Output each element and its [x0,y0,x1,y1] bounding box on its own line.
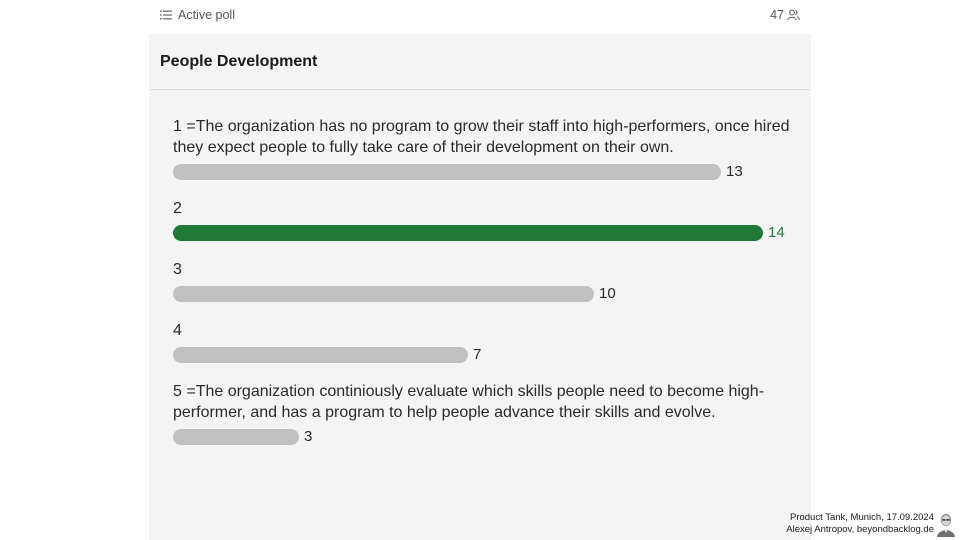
result-bar-row: 3 [173,428,793,446]
footer-event: Product Tank, Munich, 17.09.2024 [789,512,934,523]
poll-status: Active poll [160,8,235,22]
result-bar-row: 14 [173,224,793,242]
poll-title: People Development [160,52,318,70]
result-bar [173,225,763,241]
result-bar-track: 14 [173,224,785,241]
result-bar-track: 10 [173,285,763,302]
vote-count: 13 [726,163,743,180]
footer-credit: Product Tank, Munich, 17.09.2024 Alexej … [786,512,934,536]
result-bar [173,164,721,180]
vote-count: 7 [473,346,482,363]
result-bar [173,347,468,363]
participants-count: 47 [770,8,800,22]
vote-count: 10 [599,285,616,302]
poll-option-label: 5 =The organization continiously evaluat… [173,383,765,421]
result-bar-track: 13 [173,163,763,180]
avatar-icon [937,513,955,537]
poll-status-label: Active poll [178,8,235,22]
result-bar-track: 3 [173,428,763,445]
poll-status-bar: Active poll 47 [160,6,800,26]
result-bar [173,286,594,302]
result-bar-row: 10 [173,285,793,303]
result-bar [173,429,299,445]
poll-option-label: 2 [173,200,182,217]
poll-option: 3 10 [173,259,793,303]
footer-author: Alexej Antropov, beyondbacklog.de [786,524,934,535]
result-bar-track: 7 [173,346,763,363]
result-bar-row: 7 [173,346,793,364]
poll-header: People Development [149,34,811,90]
people-icon [787,9,800,21]
participants-number: 47 [770,8,784,22]
poll-option-label: 4 [173,322,182,339]
poll-option-label: 1 =The organization has no program to gr… [173,118,794,156]
poll-option: 5 =The organization continiously evaluat… [173,381,793,446]
vote-count: 3 [304,428,313,445]
result-bar-row: 13 [173,163,793,181]
poll-option: 1 =The organization has no program to gr… [173,116,793,181]
poll-option: 2 14 [173,198,793,242]
poll-option-label: 3 [173,261,182,278]
poll-options: 1 =The organization has no program to gr… [173,116,793,463]
poll-card: People Development 1 =The organization h… [149,34,811,540]
list-icon [160,10,172,20]
vote-count: 14 [768,224,785,241]
